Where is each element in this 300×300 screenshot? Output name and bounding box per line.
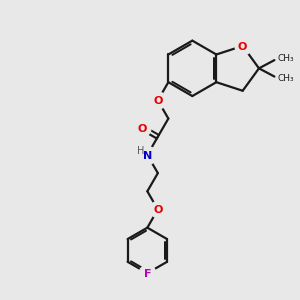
Text: N: N [143, 151, 152, 161]
Text: O: O [238, 42, 247, 52]
Text: F: F [144, 269, 151, 279]
Text: O: O [153, 96, 163, 106]
Text: CH₃: CH₃ [278, 74, 295, 82]
Text: O: O [138, 124, 147, 134]
Text: O: O [153, 206, 163, 215]
Text: H: H [137, 146, 145, 156]
Text: CH₃: CH₃ [278, 54, 295, 63]
